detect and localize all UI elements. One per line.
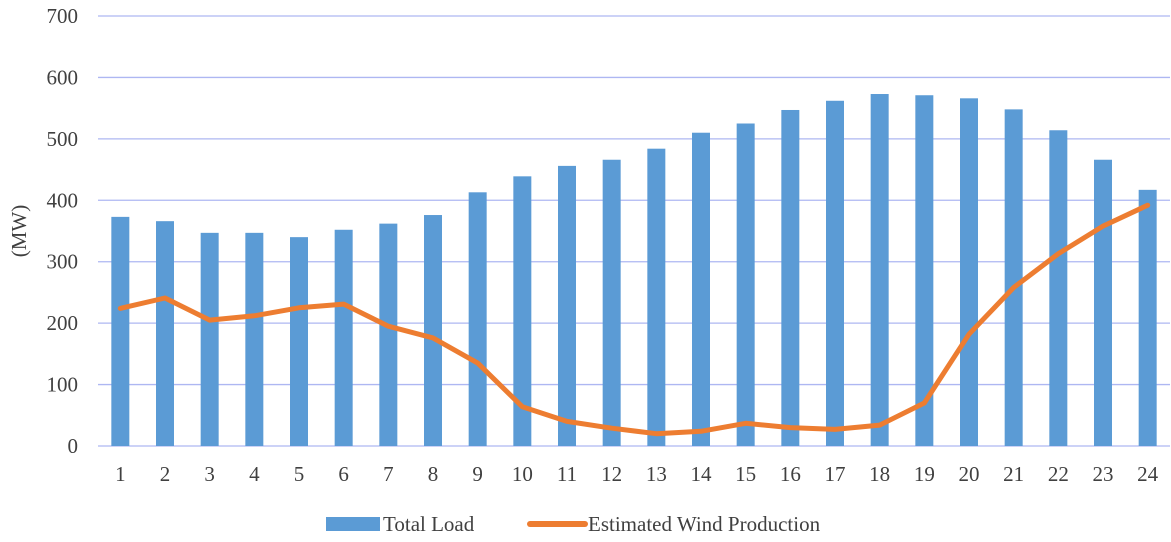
line-wind-production	[117, 202, 1151, 437]
bar-total-load	[647, 148, 666, 446]
bar-total-load	[736, 123, 755, 446]
y-tick-label: 0	[68, 434, 79, 458]
bar-total-load	[424, 215, 442, 446]
x-axis: 1 2 3 4 5 6 7 8 9 10 11 12 13 14 15 16 17 18 19 20 21 22 23 24	[115, 462, 1159, 486]
bar-total-load	[1049, 130, 1068, 446]
line-series-wind-production	[117, 202, 1151, 437]
bar-total-load	[468, 192, 487, 446]
gridlines	[98, 15, 1170, 447]
y-tick-label: 600	[47, 65, 79, 89]
y-tick-label: 700	[47, 4, 79, 28]
y-axis-title: (MW)	[7, 205, 31, 257]
bar-total-load	[290, 237, 308, 446]
legend-swatch-total-load	[326, 517, 380, 531]
bar-total-load	[558, 165, 576, 446]
bar-total-load	[245, 232, 264, 446]
x-tick-label: 6	[338, 462, 349, 486]
bar-total-load	[111, 216, 130, 446]
y-axis: 0 100 200 300 400 500 600 700	[47, 4, 79, 458]
x-tick-label: 7	[383, 462, 394, 486]
bar-total-load	[334, 229, 353, 446]
x-tick-label: 11	[557, 462, 577, 486]
bar-total-load	[1004, 109, 1023, 446]
x-tick-label: 21	[1003, 462, 1024, 486]
x-tick-label: 4	[249, 462, 260, 486]
legend-label-wind-production: Estimated Wind Production	[588, 512, 821, 536]
bar-total-load	[200, 232, 219, 446]
x-tick-label: 18	[869, 462, 890, 486]
y-tick-label: 100	[47, 373, 79, 397]
bar-series-total-load	[111, 94, 1157, 447]
x-tick-label: 24	[1137, 462, 1159, 486]
x-tick-label: 5	[294, 462, 305, 486]
y-tick-label: 200	[47, 311, 79, 335]
bar-total-load	[781, 109, 800, 446]
bar-total-load	[513, 176, 532, 447]
x-tick-label: 16	[780, 462, 801, 486]
y-tick-label: 300	[47, 250, 79, 274]
bar-total-load	[915, 95, 934, 446]
x-tick-label: 23	[1093, 462, 1114, 486]
x-tick-label: 22	[1048, 462, 1069, 486]
x-tick-label: 20	[959, 462, 980, 486]
y-tick-label: 500	[47, 127, 79, 151]
bar-total-load	[602, 159, 621, 446]
x-tick-label: 8	[428, 462, 439, 486]
legend-label-total-load: Total Load	[383, 512, 475, 536]
bar-total-load	[1138, 189, 1157, 447]
x-tick-label: 10	[512, 462, 533, 486]
legend: Total Load Estimated Wind Production	[326, 512, 821, 536]
bar-total-load	[156, 221, 174, 446]
x-tick-label: 3	[204, 462, 215, 486]
x-tick-label: 12	[601, 462, 622, 486]
x-tick-label: 19	[914, 462, 935, 486]
bar-total-load	[870, 94, 889, 446]
bar-total-load	[960, 98, 978, 447]
x-tick-label: 17	[825, 462, 846, 486]
y-tick-label: 400	[47, 188, 79, 212]
x-tick-label: 9	[472, 462, 483, 486]
x-tick-label: 15	[735, 462, 756, 486]
x-tick-label: 1	[115, 462, 126, 486]
x-tick-label: 14	[691, 462, 713, 486]
x-tick-label: 13	[646, 462, 667, 486]
bar-total-load	[379, 223, 398, 446]
bar-total-load	[692, 132, 710, 446]
x-tick-label: 2	[160, 462, 171, 486]
bar-total-load	[1094, 159, 1112, 446]
bar-total-load	[826, 100, 844, 447]
